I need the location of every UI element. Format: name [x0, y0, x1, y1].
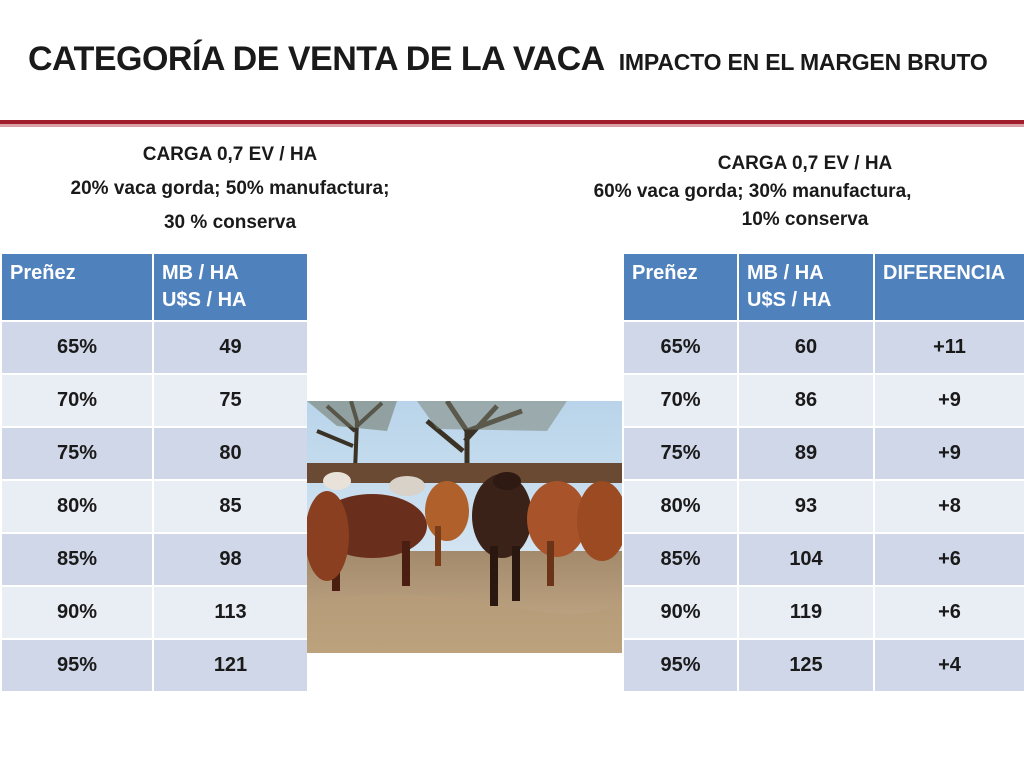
- left-cell-mb: 85: [152, 479, 309, 534]
- right-cell-mb: 104: [737, 532, 875, 587]
- right-cell-diferencia: +6: [873, 585, 1024, 640]
- right-cell-prenez: 70%: [622, 373, 739, 428]
- right-cell-mb: 119: [737, 585, 875, 640]
- right-header-diferencia: DIFERENCIA: [873, 252, 1024, 322]
- left-caption-line-3: 30 % conserva: [163, 212, 297, 233]
- right-cell-prenez: 75%: [622, 426, 739, 481]
- right-caption-line-1: CARGA 0,7 EV / HA: [717, 153, 893, 174]
- right-cell-diferencia: +9: [873, 373, 1024, 428]
- left-caption: CARGA 0,7 EV / HA 20% vaca gorda; 50% ma…: [0, 138, 460, 240]
- right-cell-diferencia: +6: [873, 532, 1024, 587]
- left-table-row: 85% 98: [0, 532, 309, 587]
- right-header-mb: MB / HA U$S / HA: [737, 252, 875, 322]
- right-cell-prenez: 80%: [622, 479, 739, 534]
- right-cell-prenez: 85%: [622, 532, 739, 587]
- left-cell-prenez: 80%: [0, 479, 154, 534]
- right-cell-mb: 60: [737, 320, 875, 375]
- left-table-row: 70% 75: [0, 373, 309, 428]
- right-table-header-row: Preñez MB / HA U$S / HA DIFERENCIA: [622, 252, 1024, 322]
- right-cell-diferencia: +9: [873, 426, 1024, 481]
- left-cell-prenez: 95%: [0, 638, 154, 693]
- left-cell-prenez: 70%: [0, 373, 154, 428]
- right-cell-mb: 125: [737, 638, 875, 693]
- left-header-prenez: Preñez: [0, 252, 154, 322]
- left-table-row: 80% 85: [0, 479, 309, 534]
- right-caption-line-2: 60% vaca gorda; 30% manufactura,: [593, 181, 912, 202]
- right-cell-mb: 86: [737, 373, 875, 428]
- right-table-row: 85% 104 +6: [622, 532, 1024, 587]
- right-table-row: 70% 86 +9: [622, 373, 1024, 428]
- left-cell-mb: 49: [152, 320, 309, 375]
- right-table-row: 90% 119 +6: [622, 585, 1024, 640]
- title-divider: [0, 120, 1024, 124]
- left-table-row: 65% 49: [0, 320, 309, 375]
- left-table-row: 90% 113: [0, 585, 309, 640]
- title-subtitle: IMPACTO EN EL MARGEN BRUTO: [618, 49, 988, 75]
- left-caption-line-1: CARGA 0,7 EV / HA: [142, 144, 318, 165]
- title-main: CATEGORÍA DE VENTA DE LA VACA: [28, 40, 605, 78]
- right-cell-prenez: 90%: [622, 585, 739, 640]
- right-table: Preñez MB / HA U$S / HA DIFERENCIA 65% 60 +…: [622, 252, 1024, 693]
- right-cell-diferencia: +4: [873, 638, 1024, 693]
- left-table-header-row: Preñez MB / HA U$S / HA: [0, 252, 309, 322]
- right-cell-prenez: 95%: [622, 638, 739, 693]
- left-cell-prenez: 85%: [0, 532, 154, 587]
- right-cell-mb: 93: [737, 479, 875, 534]
- right-caption: CARGA 0,7 EV / HA 60% vaca gorda; 30% ma…: [560, 150, 1024, 234]
- right-caption-line-3: 10% conserva: [741, 209, 869, 230]
- left-caption-line-2: 20% vaca gorda; 50% manufactura;: [70, 178, 390, 199]
- left-cell-mb: 113: [152, 585, 309, 640]
- right-cell-mb: 89: [737, 426, 875, 481]
- left-cell-mb: 80: [152, 426, 309, 481]
- left-cell-prenez: 90%: [0, 585, 154, 640]
- title-divider-shadow: [0, 124, 1024, 127]
- right-cell-prenez: 65%: [622, 320, 739, 375]
- left-cell-prenez: 65%: [0, 320, 154, 375]
- left-cell-prenez: 75%: [0, 426, 154, 481]
- right-header-prenez: Preñez: [622, 252, 739, 322]
- right-table-row: 95% 125 +4: [622, 638, 1024, 693]
- right-table-row: 65% 60 +11: [622, 320, 1024, 375]
- right-cell-diferencia: +11: [873, 320, 1024, 375]
- left-cell-mb: 98: [152, 532, 309, 587]
- right-cell-diferencia: +8: [873, 479, 1024, 534]
- left-table-row: 95% 121: [0, 638, 309, 693]
- left-cell-mb: 121: [152, 638, 309, 693]
- cattle-photo: [307, 401, 622, 653]
- left-cell-mb: 75: [152, 373, 309, 428]
- right-table-row: 75% 89 +9: [622, 426, 1024, 481]
- left-header-mb: MB / HA U$S / HA: [152, 252, 309, 322]
- slide-title: CATEGORÍA DE VENTA DE LA VACA IMPACTO EN …: [28, 40, 988, 79]
- right-table-row: 80% 93 +8: [622, 479, 1024, 534]
- left-table-row: 75% 80: [0, 426, 309, 481]
- left-table: Preñez MB / HA U$S / HA 65% 49 70% 75 75% 80 80…: [0, 252, 309, 693]
